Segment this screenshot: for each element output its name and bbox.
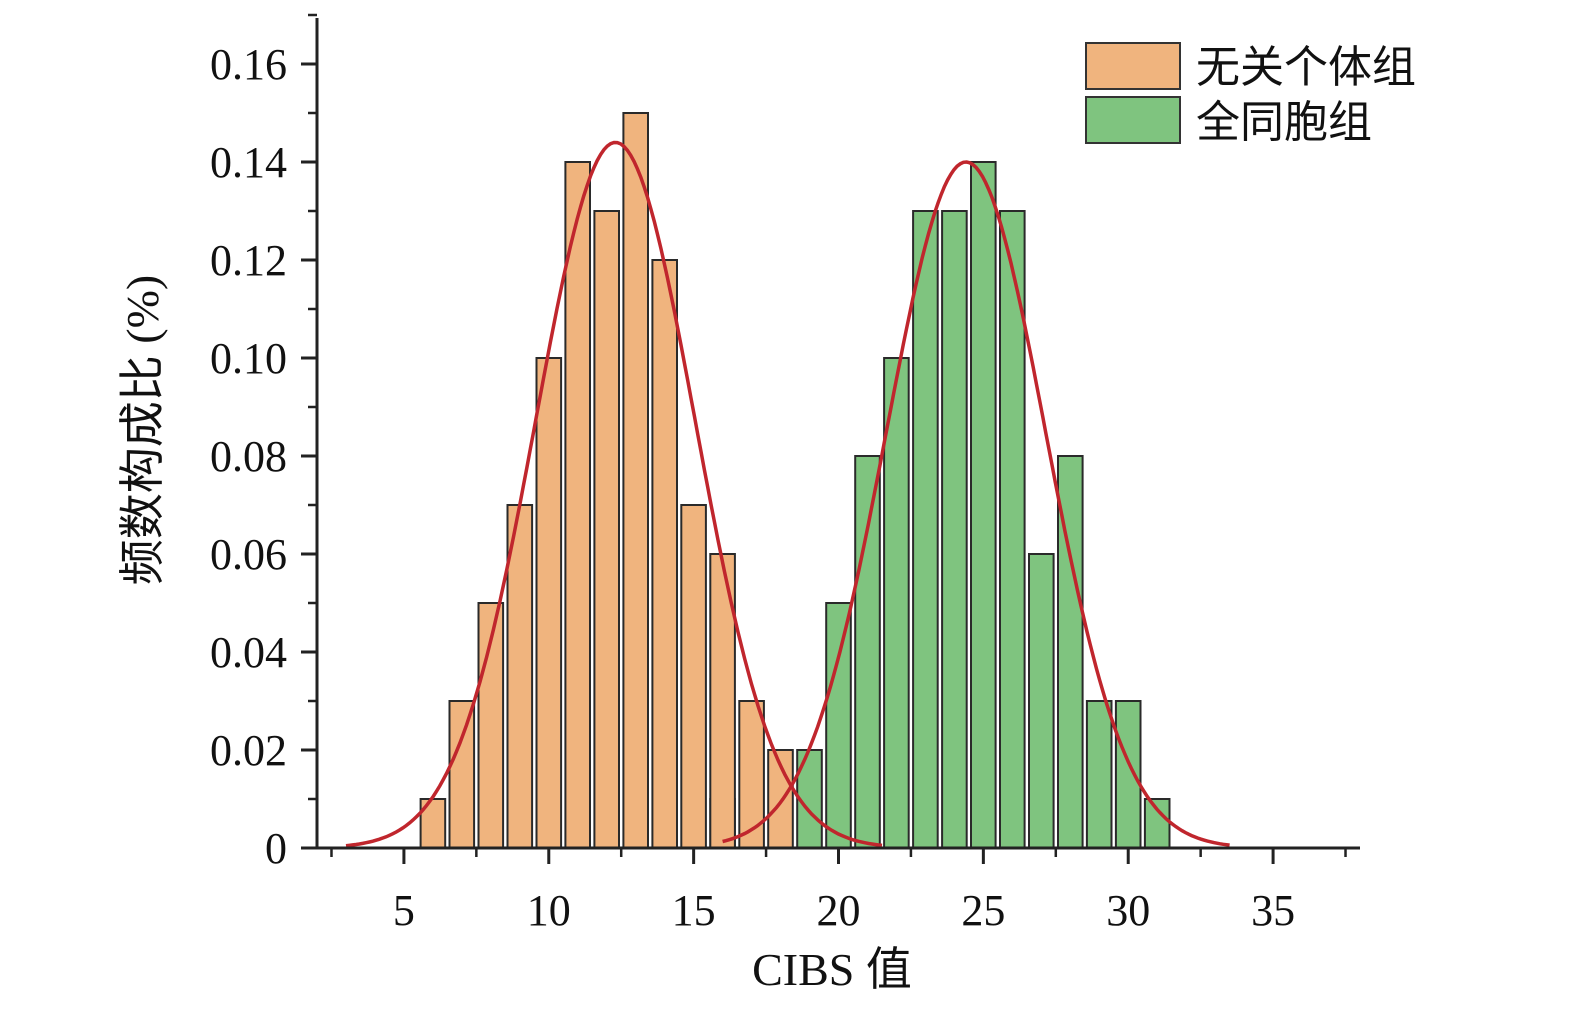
x-tick-label: 30 <box>1106 886 1150 935</box>
x-tick-label: 25 <box>961 886 1005 935</box>
bar-fullsib-31 <box>1143 798 1171 849</box>
legend-swatch-fullsib <box>1085 96 1181 144</box>
bar-fullsib-29 <box>1085 700 1113 849</box>
bars-layer <box>419 112 1171 849</box>
fit-curve-fullsib <box>722 160 1230 847</box>
legend-swatch-unrelated <box>1085 42 1181 90</box>
fit-curve-unrelated <box>345 140 883 848</box>
x-tick-label: 5 <box>393 886 415 935</box>
bar-fullsib-23 <box>912 210 939 849</box>
y-tick-label: 0.04 <box>210 628 287 677</box>
bar-fullsib-20 <box>825 602 852 849</box>
ticks-layer: 0 0.02 0.04 0.06 0.08 0.10 0.12 0.14 0.16 5 10 15 20… <box>210 13 1347 935</box>
y-tick-label: 0.12 <box>210 236 287 285</box>
y-tick-label: 0.10 <box>210 334 287 383</box>
bar-unrelated-13 <box>622 112 650 849</box>
x-axis-title: CIBS 值 <box>752 944 912 995</box>
bar-unrelated-12 <box>593 210 621 849</box>
y-tick-label: 0.02 <box>210 726 287 775</box>
bar-fullsib-30 <box>1114 700 1142 849</box>
fit-curves-layer <box>345 140 1230 848</box>
bar-unrelated-17 <box>738 700 765 849</box>
y-tick-label: 0.14 <box>210 138 287 187</box>
bar-unrelated-14 <box>651 259 679 849</box>
bar-unrelated-15 <box>680 504 707 849</box>
bar-unrelated-11 <box>564 161 592 849</box>
x-tick-label: 35 <box>1251 886 1295 935</box>
y-tick-label: 0.06 <box>210 530 287 579</box>
x-tick-label: 20 <box>817 886 861 935</box>
bar-unrelated-10 <box>535 357 563 849</box>
y-axis-title: 频数构成比 (%) <box>117 275 168 585</box>
bar-fullsib-25 <box>970 161 997 849</box>
x-tick-label: 15 <box>672 886 716 935</box>
y-tick-label: 0.08 <box>210 432 287 481</box>
y-tick-label: 0.16 <box>210 40 287 89</box>
y-tick-label: 0 <box>265 824 287 873</box>
bar-fullsib-24 <box>941 210 968 849</box>
bar-unrelated-9 <box>506 504 534 849</box>
bar-unrelated-7 <box>448 700 476 849</box>
legend-label-unrelated: 无关个体组 <box>1196 42 1416 93</box>
bar-fullsib-27 <box>1028 553 1055 849</box>
bar-fullsib-26 <box>999 210 1026 849</box>
x-tick-label: 10 <box>527 886 571 935</box>
legend-label-fullsib: 全同胞组 <box>1196 97 1372 148</box>
legend: 无关个体组 全同胞组 <box>1085 42 1416 148</box>
bar-fullsib-21 <box>854 455 881 849</box>
